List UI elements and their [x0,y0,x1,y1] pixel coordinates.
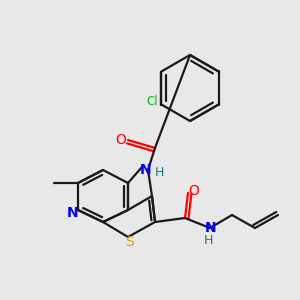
Text: O: O [189,184,200,198]
Text: O: O [116,133,126,147]
Text: S: S [126,235,134,249]
Text: N: N [140,163,152,177]
Text: H: H [203,233,213,247]
Text: N: N [67,206,79,220]
Text: N: N [205,221,217,235]
Text: Cl: Cl [147,95,158,108]
Text: H: H [154,166,164,178]
